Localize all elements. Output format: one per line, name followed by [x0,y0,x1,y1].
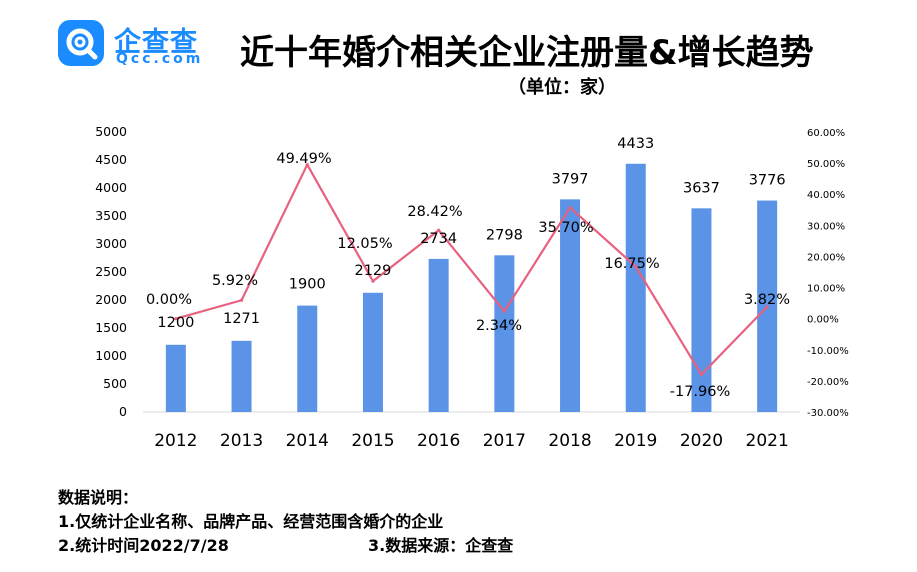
right-axis-tick-label: 0.00% [807,315,839,326]
x-axis-label-2015: 2015 [351,431,394,451]
growth-label-2020: -17.96% [670,384,731,400]
combo-chart: 0 500 1000 1500 2000 2500 3000 3500 4000 4500 5000… [95,124,849,451]
bar-2016 [428,258,449,412]
bar-value-label-2020: 3637 [683,180,720,196]
growth-point-2017 [502,309,506,313]
qcc-logo: 企查查 Qcc.com [58,20,218,68]
bar-value-label-2018: 3797 [552,171,589,187]
growth-label-2016: 28.42% [407,204,462,220]
growth-point-2016 [437,228,441,232]
bar-value-label-2015: 2129 [354,263,391,279]
right-axis-tick-label: 30.00% [807,221,845,232]
bar-2014 [297,305,318,412]
bar-value-label-2016: 2734 [420,231,457,247]
growth-label-2013: 5.92% [212,273,258,289]
right-axis-tick-label: 40.00% [807,190,845,201]
logo-text-en: Qcc.com [116,51,204,67]
growth-point-2012 [174,317,178,321]
growth-label-2019: 16.75% [604,256,659,272]
x-axis-label-2013: 2013 [220,431,263,451]
bar-value-label-2021: 3776 [749,173,786,189]
left-axis-tick-label: 1000 [95,348,127,363]
bar-value-label-2014: 1900 [289,277,326,293]
right-axis-tick-label: -30.00% [807,408,849,419]
bar-value-label-2017: 2798 [486,227,523,243]
left-axis-tick-label: 4500 [95,152,127,167]
left-axis-tick-label: 1500 [95,320,127,335]
x-axis-label-2012: 2012 [154,431,197,451]
right-axis-tick-label: -10.00% [807,346,849,357]
notes-heading: 数据说明： [58,488,139,507]
left-axis-tick-label: 500 [103,376,127,391]
growth-point-2013 [239,298,244,302]
bar-value-label-2012: 1200 [157,315,194,331]
growth-point-2019 [634,264,638,269]
chart-subtitle: （单位：家） [508,77,616,98]
x-axis-label-2020: 2020 [680,431,723,451]
x-axis-label-2014: 2014 [286,431,329,451]
growth-point-2015 [371,279,375,283]
bar-2015 [362,292,383,412]
right-axis-tick-label: 20.00% [807,252,845,263]
bar-2012 [165,344,186,412]
bar-2020 [691,208,712,412]
x-axis-label-2019: 2019 [614,431,657,451]
right-axis-tick-label: 60.00% [807,128,845,139]
qcc-logo-icon [58,20,104,66]
growth-point-2020 [699,372,704,377]
bar-2013 [231,340,252,412]
x-axis-label-2021: 2021 [746,431,789,451]
chart-title: 近十年婚介相关企业注册量&增长趋势 [240,33,814,73]
growth-label-2014: 49.49% [276,151,331,167]
notes-line-1: 1.仅统计企业名称、品牌产品、经营范围含婚介的企业 [58,512,444,531]
growth-point-2021 [765,305,769,309]
left-axis-tick-label: 3000 [95,236,127,251]
x-axis-label-2017: 2017 [483,431,526,451]
right-axis-tick-label: 10.00% [807,284,845,295]
growth-label-2017: 2.34% [476,318,522,334]
left-axis-tick-label: 4000 [95,180,127,195]
growth-label-2021: 3.82% [744,292,790,308]
x-axis-label-2016: 2016 [417,431,460,451]
data-notes: 数据说明： 1.仅统计企业名称、品牌产品、经营范围含婚介的企业 2.统计时间20… [58,486,513,558]
x-axis-label-2018: 2018 [548,431,591,451]
left-axis-tick-label: 3500 [95,208,127,223]
notes-line-2: 2.统计时间2022/7/28 [58,536,229,555]
bar-2017 [494,255,515,412]
left-axis-tick-label: 0 [119,404,127,419]
right-axis-tick-label: 50.00% [807,159,845,170]
bar-value-label-2019: 4433 [617,136,654,152]
growth-label-2015: 12.05% [337,236,392,252]
growth-rate-line [175,163,768,376]
bar-value-label-2013: 1271 [223,311,260,327]
right-axis-tick-label: -20.00% [807,377,849,388]
left-axis-tick-label: 2500 [95,264,127,279]
notes-line-3: 3.数据来源：企查查 [368,536,514,555]
left-axis-tick-label: 5000 [95,124,127,139]
left-axis-tick-label: 2000 [95,292,127,307]
growth-point-2014 [305,163,309,167]
bar-2019 [625,163,646,412]
bar-2018 [560,199,581,412]
logo-text-cn: 企查查 [114,27,198,58]
growth-point-2018 [568,206,572,210]
growth-label-2012: 0.00% [146,292,192,308]
growth-label-2018: 35.70% [538,220,593,236]
